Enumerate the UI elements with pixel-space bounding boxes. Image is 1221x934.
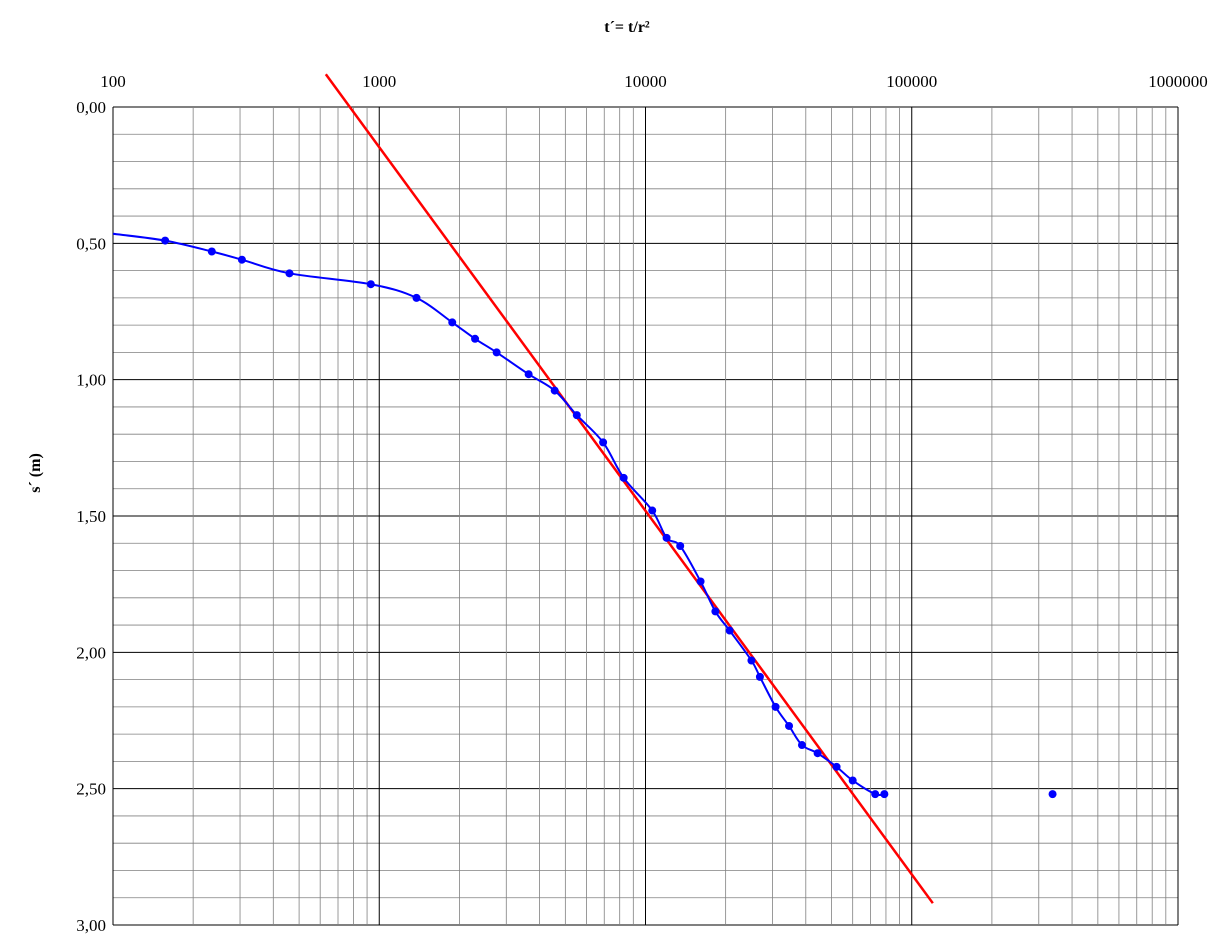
y-tick-label: 1,00	[76, 371, 106, 390]
data-point	[412, 293, 421, 302]
data-point	[285, 269, 294, 278]
data-point	[880, 790, 889, 799]
data-point	[871, 790, 880, 799]
x-tick-label: 1000000	[1148, 72, 1208, 91]
y-tick-label: 2,00	[76, 643, 106, 662]
x-tick-label: 1000	[362, 72, 396, 91]
y-axis-title: s´ (m)	[27, 453, 44, 493]
data-series-line	[112, 232, 885, 797]
x-tick-label: 100	[100, 72, 126, 91]
data-point	[648, 506, 657, 515]
grid	[112, 106, 1179, 926]
data-point	[696, 577, 705, 586]
data-point	[524, 370, 533, 379]
data-point	[599, 438, 608, 447]
data-point	[237, 255, 246, 264]
data-series-layer	[112, 232, 1057, 799]
y-tick-label: 0,00	[76, 98, 106, 117]
data-point	[662, 533, 671, 542]
data-point	[448, 318, 457, 327]
data-point	[366, 280, 375, 289]
data-point	[676, 541, 685, 550]
data-point	[161, 236, 170, 245]
fit-line-layer	[324, 73, 934, 904]
x-tick-label: 10000	[624, 72, 667, 91]
y-tick-label: 3,00	[76, 916, 106, 934]
data-point	[785, 721, 794, 730]
y-tick-label: 0,50	[76, 234, 106, 253]
data-point	[711, 607, 720, 616]
data-point	[832, 762, 841, 771]
data-point	[471, 334, 480, 343]
data-point	[848, 776, 857, 785]
data-point	[550, 386, 559, 395]
x-tick-label: 100000	[886, 72, 937, 91]
data-point	[207, 247, 216, 256]
x-axis-title: t´= t/r²	[604, 19, 650, 36]
fit-line	[324, 73, 934, 904]
data-point	[813, 749, 822, 758]
data-point	[619, 473, 628, 482]
tick-labels: 100 1000 10000 100000 1000000 0,00 0,50 1,00 1,5…	[76, 72, 1208, 934]
data-point	[492, 348, 501, 357]
data-point	[771, 702, 780, 711]
data-point	[797, 741, 806, 750]
data-point	[747, 656, 756, 665]
y-tick-label: 2,50	[76, 780, 106, 799]
data-point	[1048, 790, 1057, 799]
y-tick-label: 1,50	[76, 507, 106, 526]
data-point	[572, 411, 581, 420]
data-point	[755, 672, 764, 681]
data-point	[725, 626, 734, 635]
